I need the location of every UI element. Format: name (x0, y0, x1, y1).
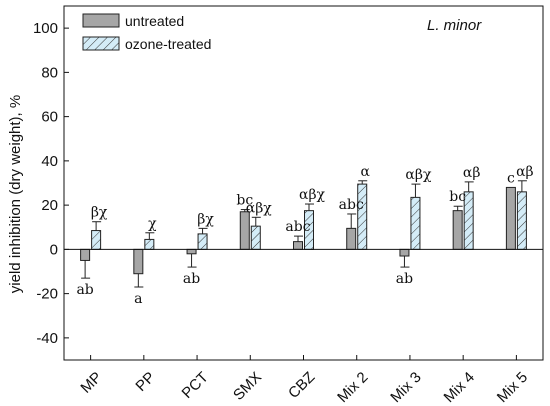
bar-hatched (410, 196, 421, 250)
significance-label: α (360, 164, 370, 180)
significance-label: αβχ (246, 200, 273, 216)
x-tick-label: SMX (230, 369, 265, 404)
bar-solid (399, 248, 410, 257)
significance-label: abc (285, 219, 310, 235)
y-tick-label: 20 (41, 197, 58, 214)
x-tick-label: Mix 4 (441, 369, 478, 406)
bar-hatched (516, 191, 527, 250)
significance-label: abc (339, 197, 364, 213)
bar-solid (186, 248, 197, 255)
y-tick-label: 60 (41, 109, 58, 126)
significance-label: a (134, 291, 142, 307)
legend-label-untreated: untreated (125, 13, 184, 29)
significance-label: ab (396, 271, 413, 287)
significance-label: βχ (91, 205, 108, 221)
significance-label: αβχ (405, 167, 432, 183)
bar-hatched (197, 233, 208, 250)
legend-label-ozone-treated: ozone-treated (125, 36, 211, 52)
bar-solid (505, 186, 516, 250)
bar-solid (452, 210, 463, 250)
bar-solid (239, 211, 250, 250)
bar-solid (293, 241, 303, 250)
x-tick-label: MP (77, 369, 105, 397)
bar-hatched (250, 225, 261, 250)
x-tick-label: CBZ (285, 369, 318, 402)
significance-label: bc (236, 193, 253, 209)
y-tick-label: 40 (41, 153, 58, 170)
bar-hatched (91, 230, 102, 250)
y-tick-label: 80 (41, 64, 58, 81)
y-tick-label: -40 (36, 330, 58, 347)
x-tick-label: Mix 5 (494, 369, 531, 406)
bar-solid (346, 227, 357, 250)
x-tick-label: Mix 2 (334, 369, 371, 406)
legend-swatch-ozone-treated (82, 36, 120, 51)
significance-label: ab (183, 271, 200, 287)
species-annotation: L. minor (427, 17, 482, 34)
y-axis-title: yield inhibition (dry weight), % (7, 95, 24, 293)
bar-hatched (144, 238, 155, 250)
significance-label: αβ (463, 165, 481, 181)
x-tick-label: PCT (179, 369, 212, 402)
significance-label: c (507, 170, 515, 186)
significance-label: bc (449, 189, 466, 205)
x-tick-label: PP (132, 369, 158, 395)
y-tick-label: 100 (33, 20, 58, 37)
significance-label: αβ (516, 164, 534, 180)
significance-label: αβχ (299, 187, 326, 203)
significance-label: ab (76, 282, 93, 298)
legend: untreated ozone-treated (82, 13, 211, 52)
significance-label: χ (148, 216, 157, 232)
y-tick-label: -20 (36, 286, 58, 303)
bar-solid (133, 248, 144, 275)
significance-label: βχ (197, 211, 214, 227)
y-tick-label: 0 (50, 241, 58, 258)
bar-hatched (357, 183, 368, 250)
bar-solid (80, 248, 91, 261)
x-tick-label: Mix 3 (387, 369, 424, 406)
legend-swatch-untreated (82, 13, 120, 28)
